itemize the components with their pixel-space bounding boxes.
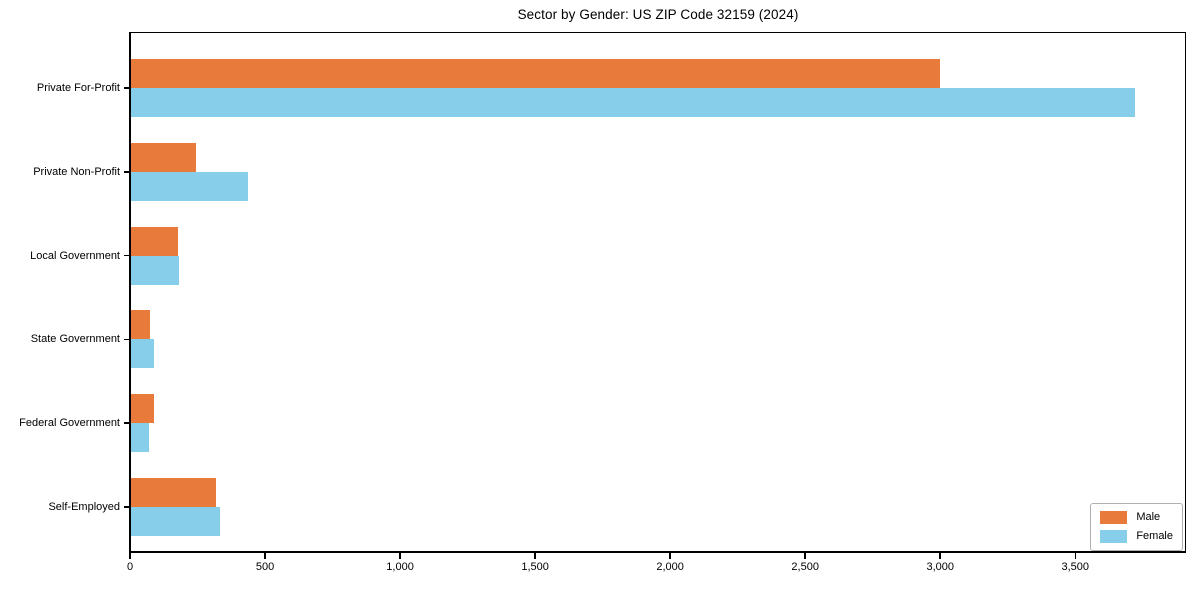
bar-female-2 — [131, 255, 180, 285]
x-tick — [939, 553, 941, 559]
x-tick-label: 1,000 — [386, 561, 414, 573]
bar-female-5 — [131, 507, 220, 536]
legend-row-male: Male — [1100, 511, 1173, 524]
x-tick — [129, 553, 131, 559]
x-tick — [399, 553, 401, 559]
legend-swatch-male — [1100, 511, 1128, 524]
y-tick — [124, 506, 130, 508]
bar-male-4 — [131, 394, 154, 424]
x-tick-label: 1,500 — [521, 561, 549, 573]
legend-label-female: Female — [1136, 530, 1173, 542]
legend-label-male: Male — [1136, 511, 1161, 523]
legend: Male Female — [1090, 503, 1183, 551]
y-tick — [124, 171, 130, 173]
y-tick — [124, 254, 130, 257]
y-tick — [124, 422, 130, 424]
x-tick-label: 500 — [255, 561, 275, 573]
category-label: Federal Government — [19, 417, 120, 430]
x-tick — [804, 553, 806, 559]
plot-area — [129, 32, 1186, 553]
x-tick-label: 3,000 — [926, 561, 954, 573]
x-tick-label: 2,500 — [791, 561, 819, 573]
x-tick — [264, 553, 266, 559]
chart-title: Sector by Gender: US ZIP Code 32159 (202… — [517, 7, 799, 22]
category-label: Private Non-Profit — [33, 165, 120, 178]
x-tick-label: 3,500 — [1061, 561, 1090, 573]
bar-male-5 — [131, 478, 216, 507]
x-tick — [1074, 553, 1077, 559]
category-label: State Government — [30, 333, 120, 346]
x-tick-label: 2,000 — [656, 561, 684, 573]
bar-female-1 — [131, 171, 249, 201]
legend-swatch-female — [1100, 530, 1128, 543]
category-label: Private For-Profit — [36, 82, 120, 94]
y-tick — [124, 87, 130, 89]
x-tick — [534, 553, 536, 559]
bar-female-4 — [131, 423, 150, 453]
x-tick — [669, 553, 671, 559]
bar-male-2 — [131, 226, 179, 256]
y-tick — [124, 338, 130, 341]
x-tick-label: 0 — [126, 561, 134, 573]
bar-male-1 — [131, 142, 197, 172]
bar-female-0 — [131, 88, 1135, 117]
bar-male-0 — [131, 59, 941, 88]
category-label: Local Government — [30, 249, 120, 262]
bar-female-3 — [131, 339, 154, 369]
legend-row-female: Female — [1100, 530, 1173, 543]
bar-male-3 — [131, 310, 151, 340]
category-label: Self-Employed — [48, 501, 120, 513]
